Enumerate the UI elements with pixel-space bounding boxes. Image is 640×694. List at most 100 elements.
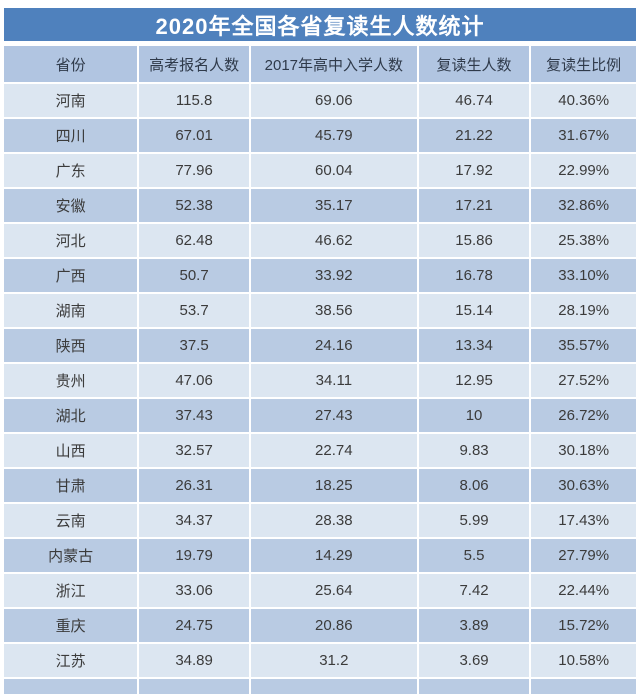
table-cell: 27.43 (250, 399, 417, 432)
table-cell: 湖南 (4, 294, 138, 327)
table-cell: 27.79% (531, 539, 636, 572)
table-cell: 内蒙古 (4, 539, 138, 572)
table-cell: 10 (418, 399, 530, 432)
title-divider (4, 41, 636, 46)
table-cell: 12.95 (418, 364, 530, 397)
table-cell: 26.72% (531, 399, 636, 432)
table-cell: 31.2 (250, 644, 417, 677)
table-cell: 22.74 (250, 434, 417, 467)
table-row: 甘肃 26.31 18.25 8.06 30.63% (4, 469, 636, 502)
table-cell: 28.19% (531, 294, 636, 327)
table-row: 内蒙古 19.79 14.29 5.5 27.79% (4, 539, 636, 572)
table-cell: 22.99% (531, 154, 636, 187)
table-cell: 浙江 (4, 574, 138, 607)
table-row: 贵州 47.06 34.11 12.95 27.52% (4, 364, 636, 397)
table-cell: 25.64 (250, 574, 417, 607)
table-cell: 67.01 (139, 119, 249, 152)
table-cell: 3.89 (418, 609, 530, 642)
table-cell: 17.43% (531, 504, 636, 537)
column-header: 复读生人数 (418, 46, 530, 82)
table-cell: 24.16 (250, 329, 417, 362)
table-cell: 河南 (4, 84, 138, 117)
table-row: 广西 50.7 33.92 16.78 33.10% (4, 259, 636, 292)
table-cell: 40.36% (531, 84, 636, 117)
table-cell: 30.63% (531, 469, 636, 502)
table-cell: 21.22 (418, 119, 530, 152)
table-cell: 7.42 (418, 574, 530, 607)
table-cell (531, 679, 636, 694)
table-cell: 3.69 (418, 644, 530, 677)
table-row: 四川 67.01 45.79 21.22 31.67% (4, 119, 636, 152)
table-cell: 24.75 (139, 609, 249, 642)
table-row: 河北 62.48 46.62 15.86 25.38% (4, 224, 636, 257)
table-cell (139, 679, 249, 694)
table-cell: 30.18% (531, 434, 636, 467)
table-cell: 13.34 (418, 329, 530, 362)
header-row: 省份 高考报名人数 2017年高中入学人数 复读生人数 复读生比例 (4, 46, 636, 82)
table-cell: 广西 (4, 259, 138, 292)
table-cell: 陕西 (4, 329, 138, 362)
table-cell: 32.86% (531, 189, 636, 222)
table-cell: 重庆 (4, 609, 138, 642)
table-cell: 34.37 (139, 504, 249, 537)
table-cell: 31.67% (531, 119, 636, 152)
table-row: 广东 77.96 60.04 17.92 22.99% (4, 154, 636, 187)
table-cell: 15.14 (418, 294, 530, 327)
table-cell: 115.8 (139, 84, 249, 117)
table-cell: 15.72% (531, 609, 636, 642)
table-cell: 10.58% (531, 644, 636, 677)
table-cell (418, 679, 530, 694)
table-cell: 34.89 (139, 644, 249, 677)
table-cell: 33.06 (139, 574, 249, 607)
table-cell: 69.06 (250, 84, 417, 117)
column-header: 2017年高中入学人数 (250, 46, 417, 82)
table-row: 陕西 37.5 24.16 13.34 35.57% (4, 329, 636, 362)
table-cell: 45.79 (250, 119, 417, 152)
table-cell: 33.92 (250, 259, 417, 292)
table-cell: 9.83 (418, 434, 530, 467)
table-cell: 46.62 (250, 224, 417, 257)
table-cell: 湖北 (4, 399, 138, 432)
table-cell: 25.38% (531, 224, 636, 257)
table-cell: 甘肃 (4, 469, 138, 502)
table-cell: 18.25 (250, 469, 417, 502)
table-cell: 云南 (4, 504, 138, 537)
table-row: 重庆 24.75 20.86 3.89 15.72% (4, 609, 636, 642)
table-cell: 16.78 (418, 259, 530, 292)
table-cell: 安徽 (4, 189, 138, 222)
table-cell: 17.21 (418, 189, 530, 222)
table-row: 浙江 33.06 25.64 7.42 22.44% (4, 574, 636, 607)
table-cell: 28.38 (250, 504, 417, 537)
table-cell: 5.99 (418, 504, 530, 537)
table-cell: 52.38 (139, 189, 249, 222)
column-header: 高考报名人数 (139, 46, 249, 82)
table-cell: 15.86 (418, 224, 530, 257)
table-title: 2020年全国各省复读生人数统计 (4, 8, 636, 41)
table-cell: 贵州 (4, 364, 138, 397)
table-cell: 50.7 (139, 259, 249, 292)
table-row: 安徽 52.38 35.17 17.21 32.86% (4, 189, 636, 222)
table-cell: 27.52% (531, 364, 636, 397)
table-cell: 20.86 (250, 609, 417, 642)
table-cell: 17.92 (418, 154, 530, 187)
table-cell: 19.79 (139, 539, 249, 572)
table-cell: 37.5 (139, 329, 249, 362)
table-cell: 47.06 (139, 364, 249, 397)
table-cell: 38.56 (250, 294, 417, 327)
table-row: 湖南 53.7 38.56 15.14 28.19% (4, 294, 636, 327)
table-cell: 四川 (4, 119, 138, 152)
table-cell (4, 679, 138, 694)
column-header: 省份 (4, 46, 138, 82)
table-cell: 江苏 (4, 644, 138, 677)
table-cell: 77.96 (139, 154, 249, 187)
table-cell: 34.11 (250, 364, 417, 397)
table-cell: 33.10% (531, 259, 636, 292)
table-cell: 26.31 (139, 469, 249, 502)
table-cell: 62.48 (139, 224, 249, 257)
table-cell: 37.43 (139, 399, 249, 432)
table-cell: 山西 (4, 434, 138, 467)
statistics-table: 省份 高考报名人数 2017年高中入学人数 复读生人数 复读生比例 河南 115.8 69.0… (4, 46, 636, 694)
table-row: 江苏 34.89 31.2 3.69 10.58% (4, 644, 636, 677)
partial-row (4, 679, 636, 694)
table-cell (250, 679, 417, 694)
